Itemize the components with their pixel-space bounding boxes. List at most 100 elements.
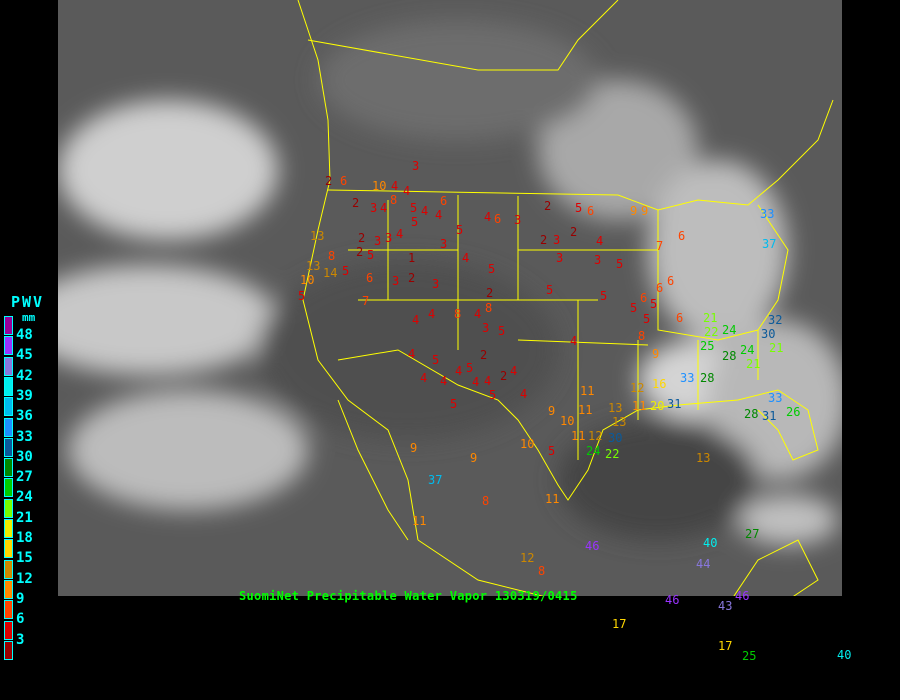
station-pwv-value: 8 — [538, 564, 545, 578]
legend-label: 15 — [16, 550, 33, 567]
station-pwv-value: 5 — [342, 264, 349, 278]
station-pwv-value: 4 — [570, 334, 577, 348]
legend-label: 39 — [16, 387, 33, 404]
station-pwv-value: 8 — [328, 249, 335, 263]
station-pwv-value: 2 — [358, 231, 365, 245]
station-pwv-value: 13 — [608, 401, 622, 415]
legend-label: 18 — [16, 530, 33, 546]
legend-label: 21 — [16, 509, 33, 526]
station-pwv-value: 1 — [408, 251, 415, 265]
legend-label: 3 — [16, 631, 25, 648]
station-pwv-value: 31 — [762, 409, 776, 423]
station-pwv-value: 2 — [540, 233, 547, 247]
legend-swatch — [4, 458, 13, 478]
station-pwv-value: 6 — [667, 274, 674, 288]
station-pwv-value: 4 — [462, 251, 469, 265]
legend-label: 9 — [16, 590, 25, 607]
station-pwv-value: 3 — [482, 321, 489, 335]
station-pwv-value: 21 — [769, 341, 783, 355]
station-pwv-value: 12 — [520, 551, 534, 565]
station-pwv-value: 2 — [352, 196, 359, 210]
station-pwv-value: 17 — [612, 617, 626, 631]
station-pwv-value: 24 — [740, 343, 754, 357]
station-pwv-value: 20 — [650, 399, 664, 413]
station-pwv-value: 11 — [571, 429, 585, 443]
station-pwv-value: 28 — [700, 371, 714, 385]
station-pwv-value: 5 — [410, 201, 417, 215]
station-pwv-value: 4 — [596, 234, 603, 248]
station-pwv-value: 5 — [367, 248, 374, 262]
station-pwv-value: 40 — [837, 648, 851, 662]
station-pwv-value: 5 — [432, 353, 439, 367]
station-pwv-value: 3 — [556, 251, 563, 265]
station-pwv-value: 5 — [630, 301, 637, 315]
legend-label: 30 — [16, 448, 33, 465]
station-pwv-value: 5 — [411, 215, 418, 229]
station-pwv-value: 8 — [454, 307, 461, 321]
station-pwv-value: 26 — [786, 405, 800, 419]
station-pwv-value: 2 — [325, 174, 332, 188]
legend-label: 42 — [16, 367, 33, 384]
station-pwv-value: 3 — [594, 253, 601, 267]
station-pwv-value: 4 — [420, 371, 427, 385]
legend-swatch — [4, 640, 13, 660]
station-pwv-value: 31 — [667, 397, 681, 411]
station-pwv-value: 12 — [588, 429, 602, 443]
station-pwv-value: 25 — [742, 649, 756, 663]
station-pwv-value: 8 — [482, 494, 489, 508]
legend-swatch — [4, 316, 13, 335]
station-pwv-value: 2 — [500, 369, 507, 383]
station-pwv-value: 5 — [650, 297, 657, 311]
station-pwv-value: 4 — [408, 347, 415, 361]
station-pwv-value: 6 — [640, 291, 647, 305]
station-pwv-value: 30 — [608, 431, 622, 445]
station-pwv-value: 13 — [306, 259, 320, 273]
station-pwv-value: 5 — [575, 201, 582, 215]
station-pwv-value: 4 — [455, 364, 462, 378]
station-pwv-value: 3 — [374, 234, 381, 248]
station-pwv-value: 7 — [362, 294, 369, 308]
station-pwv-value: 22 — [605, 447, 619, 461]
political-borders — [297, 0, 834, 596]
station-pwv-value: 11 — [545, 492, 559, 506]
station-pwv-value: 44 — [696, 557, 710, 571]
station-pwv-value: 4 — [421, 204, 428, 218]
station-pwv-value: 6 — [366, 271, 373, 285]
pwv-legend: PWV mm 48 45 42 39 36 33 30 27 24 21 18 15 12 9 6 3 — [0, 294, 60, 674]
station-pwv-value: 40 — [703, 536, 717, 550]
station-pwv-value: 5 — [456, 223, 463, 237]
legend-label: 24 — [16, 489, 33, 506]
station-pwv-value: 5 — [488, 262, 495, 276]
station-pwv-value: 33 — [768, 391, 782, 405]
station-pwv-value: 17 — [718, 639, 732, 653]
station-pwv-value: 2 — [570, 225, 577, 239]
station-pwv-value: 3 — [412, 159, 419, 173]
station-pwv-value: 5 — [643, 312, 650, 326]
station-pwv-value: 4 — [440, 374, 447, 388]
station-pwv-value: 6 — [678, 229, 685, 243]
station-pwv-value: 4 — [474, 307, 481, 321]
legend-swatch — [4, 356, 13, 376]
legend-label: 27 — [16, 469, 33, 486]
station-pwv-value: 4 — [520, 387, 527, 401]
station-pwv-value: 10 — [520, 437, 534, 451]
station-pwv-value: 5 — [450, 397, 457, 411]
map-caption: SuomiNet Precipitable Water Vapor 130319… — [239, 589, 578, 603]
station-pwv-value: 22 — [704, 325, 718, 339]
station-pwv-value: 13 — [696, 451, 710, 465]
legend-swatch — [4, 397, 13, 417]
station-pwv-value: 33 — [760, 207, 774, 221]
legend-swatch — [4, 437, 13, 457]
station-pwv-value: 9 — [548, 404, 555, 418]
station-pwv-value: 5 — [546, 283, 553, 297]
station-pwv-value: 10 — [300, 273, 314, 287]
station-pwv-value: 9 — [652, 347, 659, 361]
legend-title: PWV — [11, 293, 45, 311]
station-pwv-value: 3 — [392, 274, 399, 288]
station-pwv-value: 2 — [480, 348, 487, 362]
station-pwv-value: 5 — [298, 289, 305, 303]
station-pwv-value: 37 — [762, 237, 776, 251]
station-pwv-value: 4 — [472, 375, 479, 389]
station-pwv-value: 3 — [514, 213, 521, 227]
